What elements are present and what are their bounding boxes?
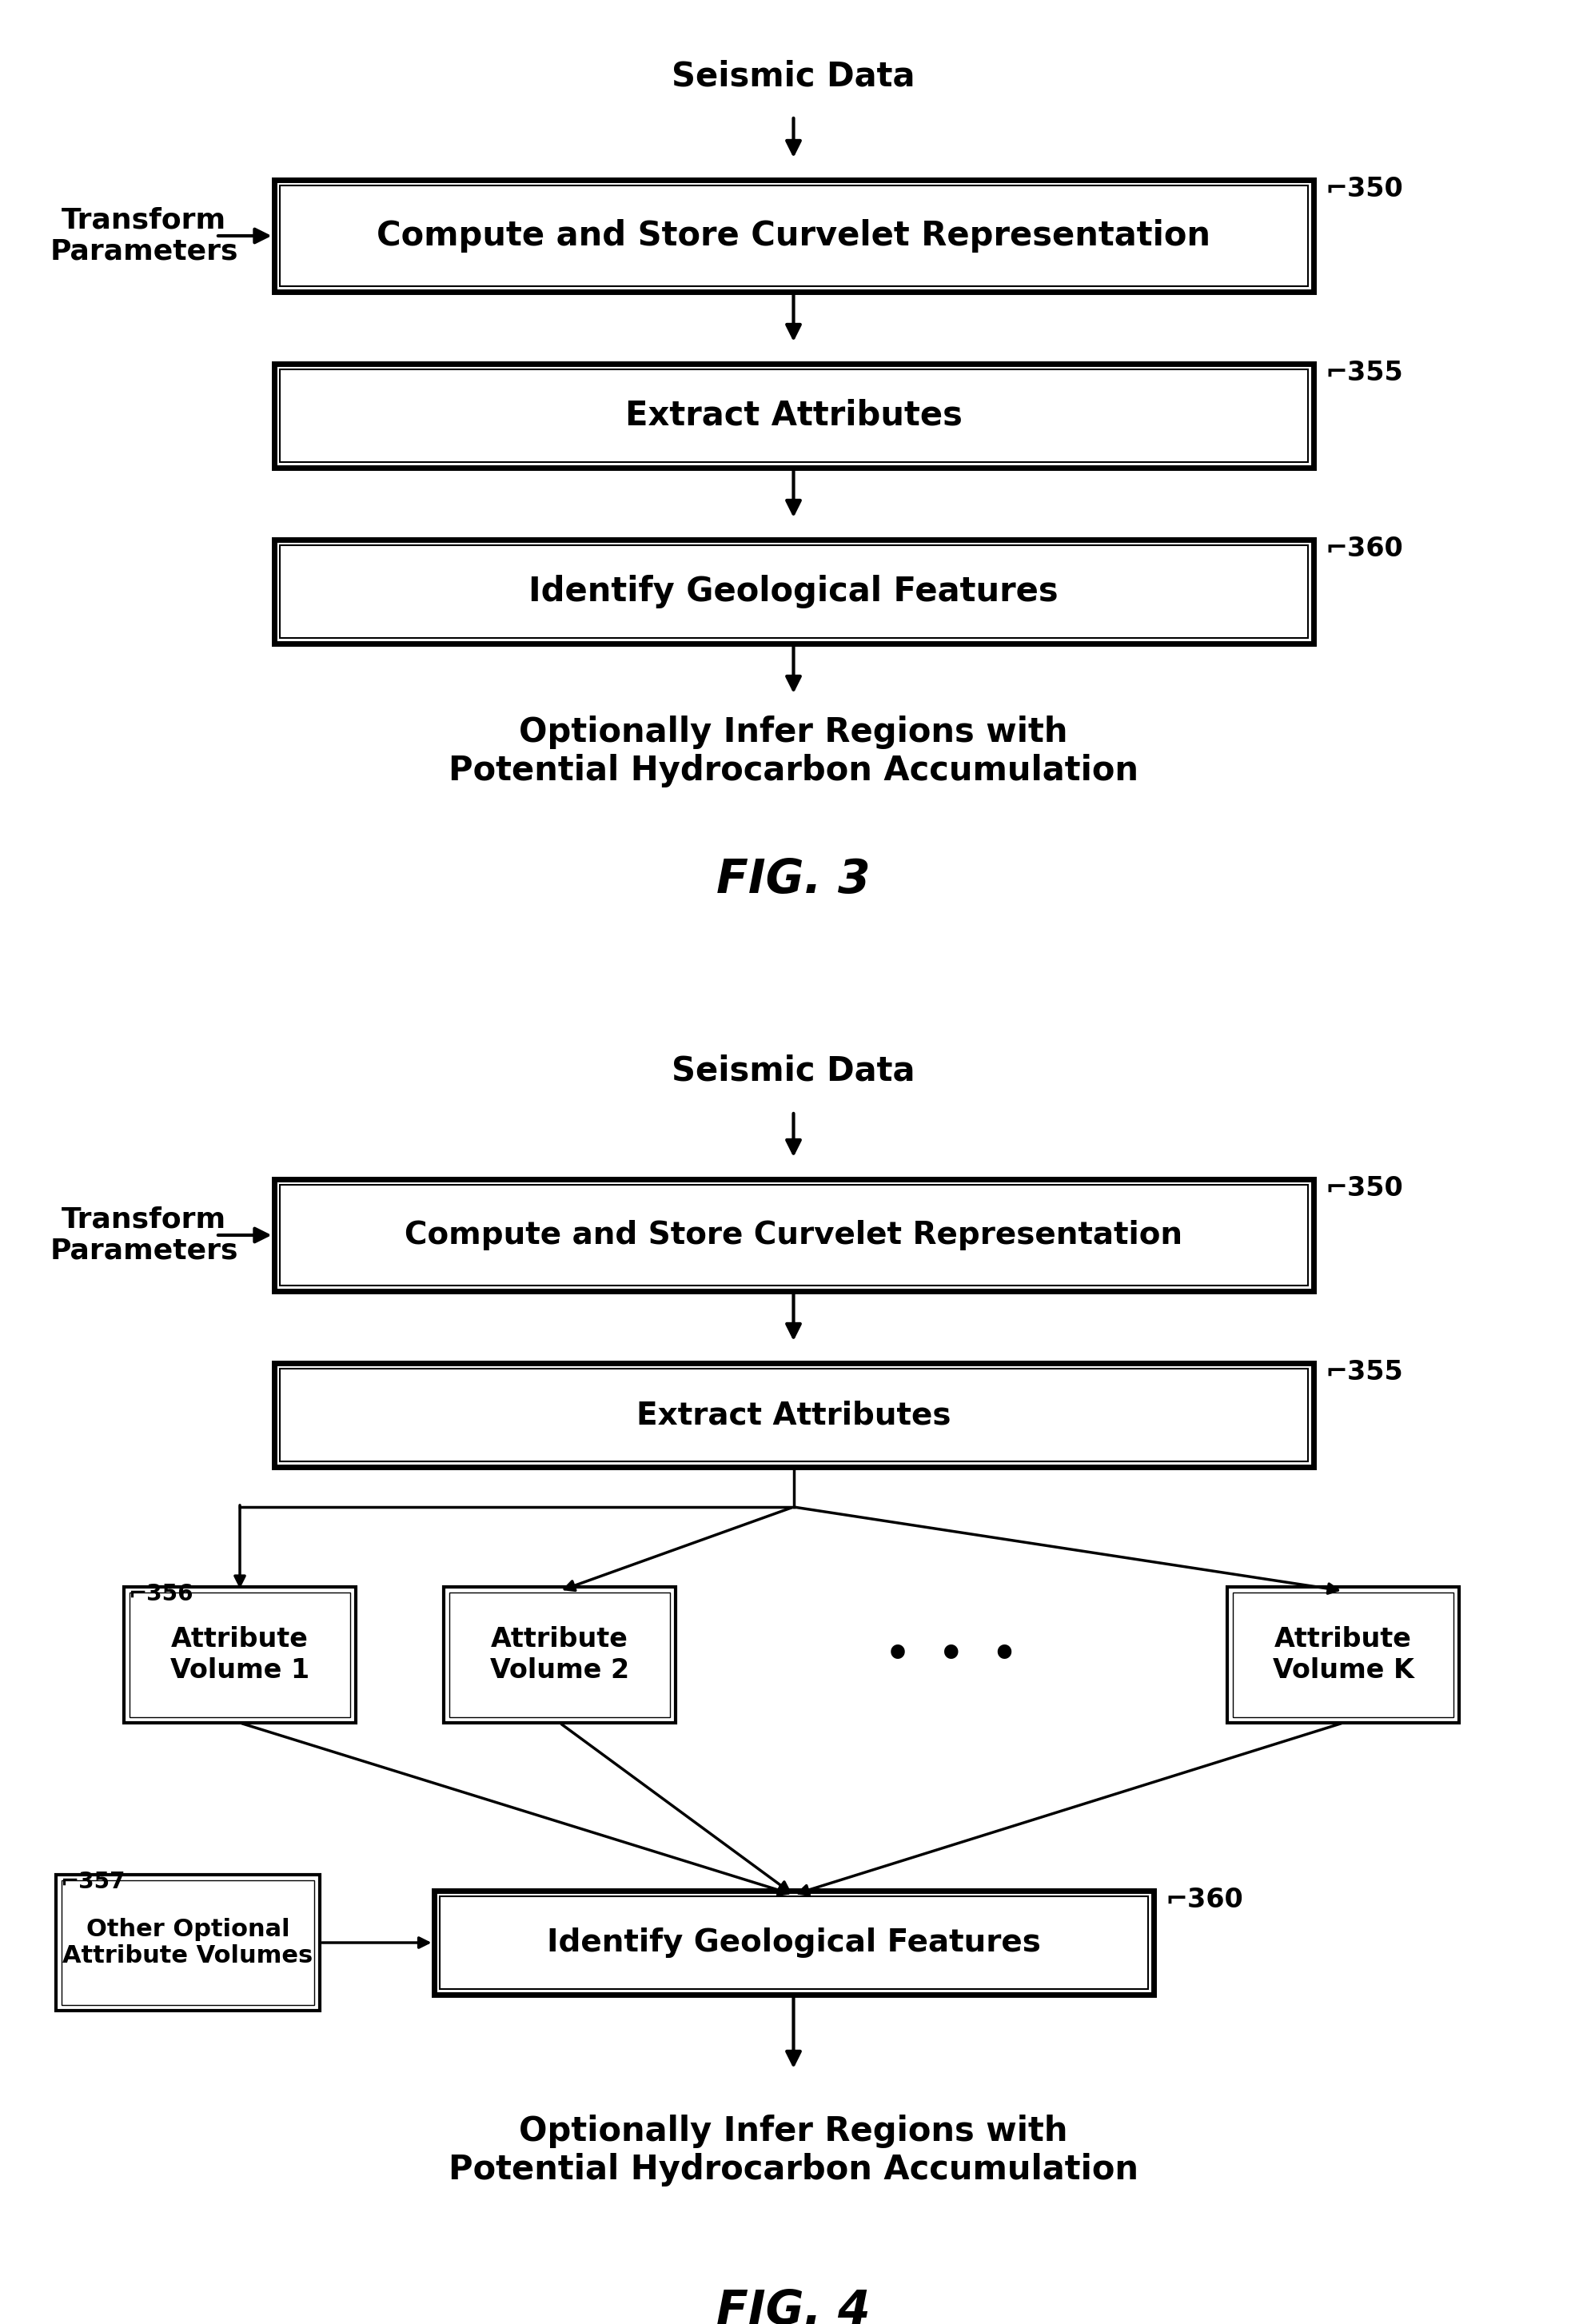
Text: Attribute
Volume K: Attribute Volume K bbox=[1273, 1627, 1414, 1683]
Text: ⌐357: ⌐357 bbox=[60, 1871, 125, 1894]
Text: Transform
Parameters: Transform Parameters bbox=[49, 1206, 238, 1264]
Bar bbox=[449, 1592, 670, 1717]
Bar bbox=[275, 1364, 1312, 1466]
Text: FIG. 4: FIG. 4 bbox=[716, 2287, 871, 2324]
Text: Extract Attributes: Extract Attributes bbox=[625, 400, 962, 432]
Text: Identify Geological Features: Identify Geological Features bbox=[528, 574, 1059, 609]
Bar bbox=[275, 539, 1312, 644]
Bar bbox=[56, 1875, 321, 2010]
Text: Optionally Infer Regions with
Potential Hydrocarbon Accumulation: Optionally Infer Regions with Potential … bbox=[449, 2115, 1138, 2187]
Text: FIG. 3: FIG. 3 bbox=[716, 858, 871, 902]
Bar bbox=[275, 365, 1312, 467]
Bar bbox=[1233, 1592, 1454, 1717]
Text: Compute and Store Curvelet Representation: Compute and Store Curvelet Representatio… bbox=[376, 218, 1211, 253]
Bar bbox=[279, 546, 1308, 639]
Bar bbox=[1227, 1587, 1458, 1722]
Bar bbox=[279, 1369, 1308, 1462]
Text: ⌐350: ⌐350 bbox=[1325, 177, 1403, 202]
Text: Seismic Data: Seismic Data bbox=[671, 58, 916, 93]
Text: Identify Geological Features: Identify Geological Features bbox=[546, 1927, 1041, 1957]
Text: Seismic Data: Seismic Data bbox=[671, 1055, 916, 1088]
Text: •  •  •: • • • bbox=[886, 1636, 1017, 1673]
Text: ⌐355: ⌐355 bbox=[1325, 360, 1403, 386]
Bar bbox=[275, 179, 1312, 293]
Bar bbox=[279, 370, 1308, 462]
Text: Other Optional
Attribute Volumes: Other Optional Attribute Volumes bbox=[62, 1917, 313, 1968]
Bar bbox=[444, 1587, 676, 1722]
Bar bbox=[279, 186, 1308, 286]
Bar bbox=[433, 1892, 1154, 1994]
Text: ⌐360: ⌐360 bbox=[1325, 535, 1403, 562]
Text: Transform
Parameters: Transform Parameters bbox=[49, 207, 238, 265]
Bar bbox=[279, 1185, 1308, 1285]
Text: Compute and Store Curvelet Representation: Compute and Store Curvelet Representatio… bbox=[405, 1220, 1182, 1250]
Text: ⌐356: ⌐356 bbox=[129, 1583, 194, 1606]
Text: Attribute
Volume 1: Attribute Volume 1 bbox=[170, 1627, 309, 1683]
Bar bbox=[440, 1896, 1147, 1989]
Text: ⌐350: ⌐350 bbox=[1325, 1176, 1403, 1202]
Bar bbox=[124, 1587, 355, 1722]
Text: ⌐360: ⌐360 bbox=[1165, 1887, 1244, 1913]
Bar bbox=[130, 1592, 351, 1717]
Text: ⌐355: ⌐355 bbox=[1325, 1360, 1403, 1385]
Text: Optionally Infer Regions with
Potential Hydrocarbon Accumulation: Optionally Infer Regions with Potential … bbox=[449, 716, 1138, 788]
Text: Extract Attributes: Extract Attributes bbox=[636, 1399, 951, 1429]
Bar bbox=[62, 1880, 314, 2006]
Text: Attribute
Volume 2: Attribute Volume 2 bbox=[490, 1627, 630, 1683]
Bar bbox=[275, 1178, 1312, 1292]
